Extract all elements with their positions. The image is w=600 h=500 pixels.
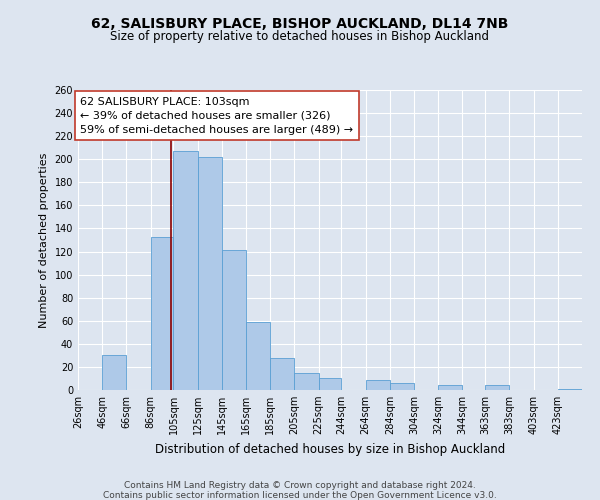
Text: Contains HM Land Registry data © Crown copyright and database right 2024.: Contains HM Land Registry data © Crown c… [124, 481, 476, 490]
Bar [319, 378, 341, 390]
Text: 62, SALISBURY PLACE, BISHOP AUCKLAND, DL14 7NB: 62, SALISBURY PLACE, BISHOP AUCKLAND, DL… [91, 18, 509, 32]
Bar [102, 356, 127, 390]
Bar [246, 322, 270, 390]
Bar [295, 372, 319, 390]
Text: Contains public sector information licensed under the Open Government Licence v3: Contains public sector information licen… [103, 491, 497, 500]
Bar [485, 386, 509, 390]
Y-axis label: Number of detached properties: Number of detached properties [39, 152, 49, 328]
Bar [151, 236, 173, 390]
Bar [197, 157, 222, 390]
Bar [270, 358, 295, 390]
X-axis label: Distribution of detached houses by size in Bishop Auckland: Distribution of detached houses by size … [155, 442, 505, 456]
Bar [438, 386, 463, 390]
Text: Size of property relative to detached houses in Bishop Auckland: Size of property relative to detached ho… [110, 30, 490, 43]
Bar [558, 389, 582, 390]
Bar [365, 380, 390, 390]
Bar [222, 250, 246, 390]
Bar [390, 383, 414, 390]
Text: 62 SALISBURY PLACE: 103sqm
← 39% of detached houses are smaller (326)
59% of sem: 62 SALISBURY PLACE: 103sqm ← 39% of deta… [80, 97, 353, 135]
Bar [173, 151, 197, 390]
